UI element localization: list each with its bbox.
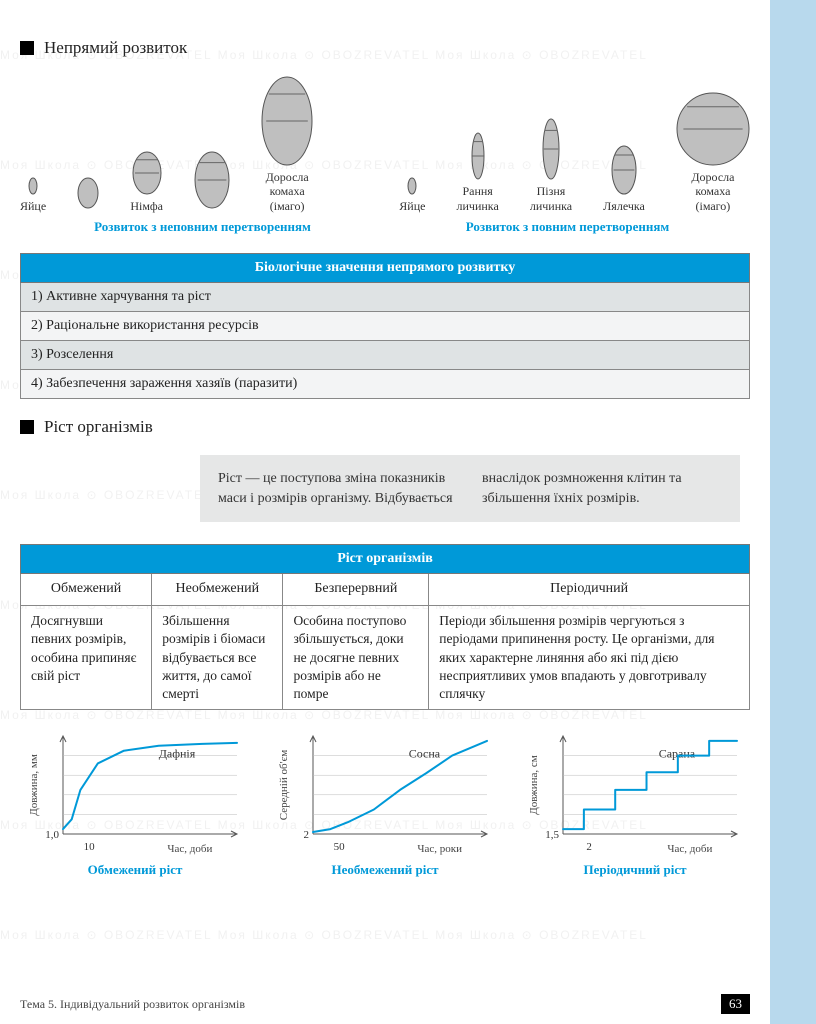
lifecycle-captions: Розвиток з неповним перетворенням Розвит… <box>20 219 750 235</box>
section-header-1: Непрямий розвиток <box>20 38 750 58</box>
table1-header: Біологічне значення непрямого розвитку <box>21 254 750 283</box>
svg-text:50: 50 <box>334 841 346 853</box>
chart3-caption: Періодичний ріст <box>584 862 687 878</box>
lifecycle-stage-label: Лялечка <box>603 199 645 213</box>
svg-text:Дафнія: Дафнія <box>159 747 196 761</box>
lifecycle-stage: Пізня личинка <box>530 118 572 213</box>
page-footer: Тема 5. Індивідуальний розвиток організм… <box>20 994 750 1014</box>
section-title: Непрямий розвиток <box>44 38 187 58</box>
svg-text:2: 2 <box>586 841 592 853</box>
table1-cell: 2) Раціональне використання ресурсів <box>21 312 750 341</box>
table2-cell: Збільшення розмірів і біомаси відбуваєть… <box>152 606 283 710</box>
svg-text:Довжина, см: Довжина, см <box>528 756 540 816</box>
insect-icon <box>676 92 750 166</box>
chart-unlimited-growth: Середній об'єм Час, роки 2 50 Сосна Необмеже… <box>270 728 500 878</box>
table-row: Обмежений Необмежений Безперервний Періо… <box>21 574 750 606</box>
table-row: 3) Розселення <box>21 341 750 370</box>
table2-col-header: Необмежений <box>152 574 283 606</box>
table-row: Досягнувши певних розмірів, особина прип… <box>21 606 750 710</box>
table1-cell: 1) Активне харчування та ріст <box>21 283 750 312</box>
svg-text:Довжина, мм: Довжина, мм <box>28 755 40 817</box>
insect-icon <box>542 118 560 180</box>
table-biological-significance: Біологічне значення непрямого розвитку 1… <box>20 253 750 399</box>
lifecycle-stage-label: Рання личинка <box>457 184 499 213</box>
lifecycle-stage-label: Доросла комаха (імаго) <box>266 170 309 213</box>
chart3-svg: Довжина, смЧас, доби1,52Сарана <box>520 728 750 858</box>
lifecycle-stage: Яйце <box>399 177 425 213</box>
lifecycle-stage: Доросла комаха (імаго) <box>261 76 313 213</box>
insect-icon <box>28 177 38 195</box>
table2-cell: Особина поступово збільшується, доки не … <box>283 606 429 710</box>
lifecycle-stage-label: Яйце <box>20 199 46 213</box>
section-title: Ріст організмів <box>44 417 153 437</box>
insect-icon <box>611 145 637 195</box>
insect-icon <box>471 132 485 180</box>
lifecycle-stage-label: Доросла комаха (імаго) <box>691 170 734 213</box>
chart2-svg: Середній об'єм Час, роки 2 50 Сосна <box>270 728 500 858</box>
chart2-caption: Необмежений ріст <box>332 862 439 878</box>
lifecycle-stage: Лялечка <box>603 145 645 213</box>
section-bullet-icon <box>20 41 34 55</box>
svg-text:Середній об'єм: Середній об'єм <box>278 750 290 821</box>
lifecycle-stage <box>194 151 230 213</box>
lifecycle-caption-incomplete: Розвиток з неповним перетворенням <box>38 219 367 235</box>
table1-cell: 3) Розселення <box>21 341 750 370</box>
chart-limited-growth: Довжина, мм Час, доби 1,0 10 Дафнія Обмежени… <box>20 728 250 878</box>
table-row: 2) Раціональне використання ресурсів <box>21 312 750 341</box>
table2-col-header: Безперервний <box>283 574 429 606</box>
svg-text:Час, доби: Час, доби <box>167 843 212 855</box>
table-growth-types: Ріст організмів Обмежений Необмежений Бе… <box>20 544 750 710</box>
table-row: 4) Забезпечення зараження хазяїв (парази… <box>21 370 750 399</box>
svg-text:1,0: 1,0 <box>45 829 59 841</box>
svg-text:Час, роки: Час, роки <box>417 843 462 855</box>
table1-cell: 4) Забезпечення зараження хазяїв (парази… <box>21 370 750 399</box>
insect-icon <box>261 76 313 166</box>
lifecycle-stage: Німфа <box>130 151 163 213</box>
page-content: Непрямий розвиток Яйце Німфа Доросла комах… <box>0 0 770 1024</box>
lifecycle-stage: Яйце <box>20 177 46 213</box>
svg-text:2: 2 <box>304 829 310 841</box>
section-header-2: Ріст організмів <box>20 417 750 437</box>
lifecycle-stage: Рання личинка <box>457 132 499 213</box>
table2-col-header: Періодичний <box>429 574 750 606</box>
svg-text:1,5: 1,5 <box>545 829 559 841</box>
footer-topic: Тема 5. Індивідуальний розвиток організм… <box>20 997 245 1012</box>
lifecycle-caption-complete: Розвиток з повним перетворенням <box>403 219 732 235</box>
table2-col-header: Обмежений <box>21 574 152 606</box>
definition-box: Ріст — це поступова зміна показників мас… <box>200 455 740 522</box>
svg-text:10: 10 <box>84 841 96 853</box>
insect-icon <box>132 151 162 195</box>
lifecycle-stage-label: Пізня личинка <box>530 184 572 213</box>
table2-cell: Досягнувши певних розмірів, особина прип… <box>21 606 152 710</box>
insect-icon <box>407 177 417 195</box>
table-row: 1) Активне харчування та ріст <box>21 283 750 312</box>
growth-charts: Довжина, мм Час, доби 1,0 10 Дафнія Обмежени… <box>20 728 750 878</box>
chart1-caption: Обмежений ріст <box>88 862 183 878</box>
lifecycle-stage-label: Німфа <box>130 199 163 213</box>
page-number: 63 <box>721 994 750 1014</box>
section-bullet-icon <box>20 420 34 434</box>
svg-text:Сосна: Сосна <box>409 747 441 761</box>
right-color-band <box>770 0 816 1024</box>
insect-icon <box>194 151 230 209</box>
chart-periodic-growth: Довжина, смЧас, доби1,52Сарана Періодичн… <box>520 728 750 878</box>
lifecycle-stage: Доросла комаха (імаго) <box>676 92 750 213</box>
table2-cell: Періоди збільшення розмірів чергуються з… <box>429 606 750 710</box>
insect-icon <box>77 177 99 209</box>
lifecycle-stage-label: Яйце <box>399 199 425 213</box>
table2-header: Ріст організмів <box>21 545 750 574</box>
lifecycle-diagram: Яйце Німфа Доросла комаха (імаго) Яйце Рання… <box>20 76 750 213</box>
chart1-svg: Довжина, мм Час, доби 1,0 10 Дафнія <box>20 728 250 858</box>
svg-text:Час, доби: Час, доби <box>667 843 712 855</box>
lifecycle-stage <box>77 177 99 213</box>
